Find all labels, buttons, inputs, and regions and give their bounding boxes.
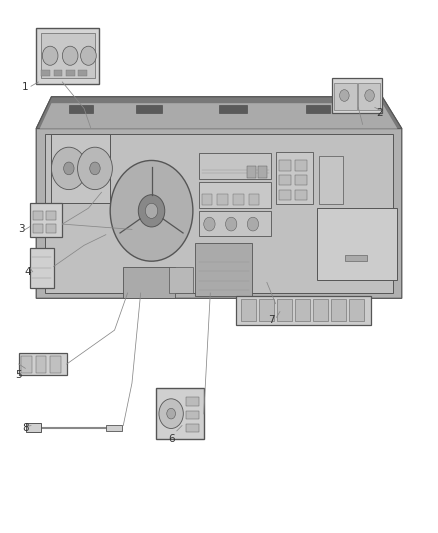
Bar [26,423,41,432]
Bar [317,208,397,280]
Circle shape [226,217,237,231]
Circle shape [78,147,113,190]
Bar [233,195,244,205]
Bar [186,398,198,406]
Bar [66,70,74,76]
Bar [219,105,247,113]
Circle shape [365,90,374,101]
Bar [46,211,56,220]
Text: 8: 8 [22,423,28,433]
Bar [279,175,291,185]
Bar [45,134,393,293]
Circle shape [159,399,184,429]
Polygon shape [40,103,397,128]
Bar [247,166,256,178]
Text: 4: 4 [24,267,31,277]
Bar [279,160,291,171]
Text: 1: 1 [22,82,28,92]
Text: 5: 5 [15,370,22,380]
Bar [332,78,382,113]
Bar [345,255,367,261]
Circle shape [51,147,86,190]
Circle shape [62,46,78,65]
Bar [186,424,198,432]
Bar [295,175,307,185]
Text: 7: 7 [268,314,275,325]
Bar [313,300,328,321]
Bar [30,248,53,288]
Bar [33,211,43,220]
Bar [279,190,291,200]
Bar [276,152,314,204]
Bar [41,33,95,78]
Bar [295,190,307,200]
Bar [156,389,204,439]
Bar [199,211,271,236]
Bar [42,70,50,76]
Text: 2: 2 [377,108,383,118]
Bar [237,296,371,325]
Bar [36,28,99,84]
Bar [69,105,93,113]
Bar [36,356,46,373]
Bar [78,70,87,76]
Polygon shape [36,97,402,298]
Bar [258,166,267,178]
Bar [350,105,367,113]
Circle shape [42,46,58,65]
Text: 3: 3 [18,224,24,235]
Bar [169,266,193,293]
Circle shape [145,203,158,219]
Polygon shape [36,97,402,128]
Bar [50,356,60,373]
Bar [53,70,62,76]
Bar [195,243,252,296]
Bar [33,224,43,233]
Bar [217,195,228,205]
Bar [136,105,162,113]
Circle shape [90,162,100,175]
Circle shape [167,408,176,419]
Bar [19,353,67,375]
Text: 6: 6 [168,434,174,444]
Circle shape [247,217,258,231]
Bar [186,411,198,419]
Bar [349,300,364,321]
Bar [295,300,310,321]
Circle shape [110,160,193,261]
Circle shape [339,90,349,101]
Bar [123,266,176,298]
Circle shape [138,195,165,227]
Circle shape [81,46,96,65]
Bar [259,300,274,321]
Bar [201,195,212,205]
Bar [199,182,271,208]
Bar [199,152,271,179]
Bar [30,203,62,237]
Bar [358,83,380,110]
Bar [295,160,307,171]
Bar [319,156,343,204]
Circle shape [204,217,215,231]
Bar [334,83,357,110]
Bar [106,424,122,431]
Bar [277,300,292,321]
Bar [46,224,56,233]
Bar [331,300,346,321]
Bar [306,105,330,113]
Circle shape [64,162,74,175]
Bar [51,134,110,203]
Bar [21,356,32,373]
Bar [241,300,256,321]
Bar [249,195,259,205]
